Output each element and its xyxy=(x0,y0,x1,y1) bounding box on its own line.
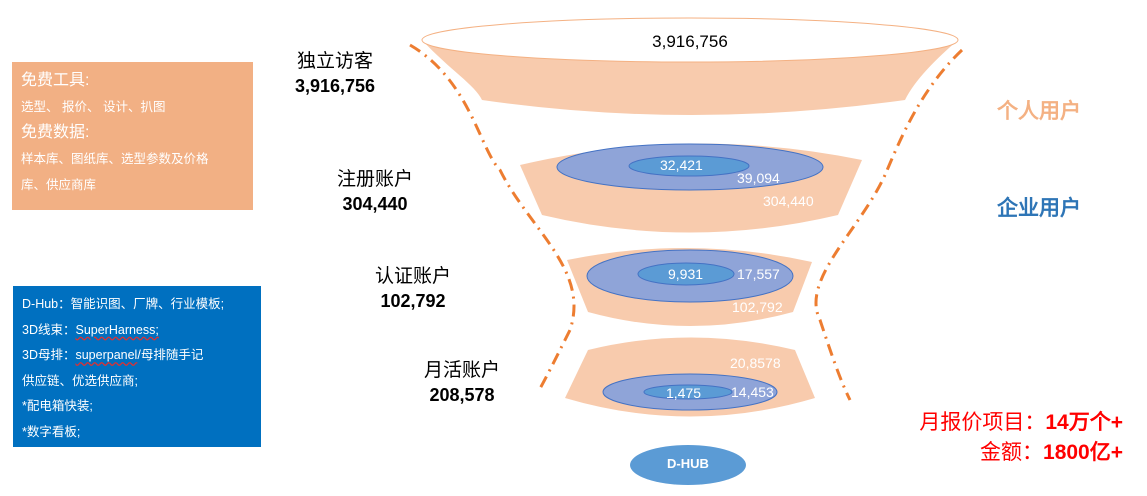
stage-3-core xyxy=(637,262,735,286)
left-dash-curve xyxy=(409,43,576,393)
superpanel-text: superpanel xyxy=(75,348,138,362)
stage-2-outer-value: 304,440 xyxy=(763,193,814,209)
stats-line-2: 金额：1800亿+ xyxy=(919,438,1123,468)
superharness-text: SuperHarness; xyxy=(75,322,159,337)
amount-label: 金额： xyxy=(980,441,1044,464)
free-tools-list: 选型、 报价、 设计、扒图 xyxy=(21,100,166,114)
stage-2-core-value: 32,421 xyxy=(660,157,703,173)
stage-3-value: 102,792 xyxy=(380,291,446,311)
stage-1-label: 独立访客 3,916,756 xyxy=(270,50,400,98)
free-resources-box: 免费工具: 选型、 报价、 设计、扒图 免费数据: 样本库、图纸库、选型参数及价… xyxy=(12,62,253,210)
stage-3-outer-value: 102,792 xyxy=(732,299,783,315)
ent-line-2-prefix: 3D线束： xyxy=(22,322,76,337)
stage-4-value: 208,578 xyxy=(429,385,495,405)
ent-line-3-suffix: /母排随手记 xyxy=(137,348,204,362)
stage-1-value: 3,916,756 xyxy=(294,76,376,96)
ent-line-3: 3D母排：superpanel/母排随手记 xyxy=(22,343,261,369)
ent-line-6: *数字看板; xyxy=(22,424,81,439)
stage-3-name: 认证账户 xyxy=(374,266,451,287)
stage-3-label: 认证账户 102,792 xyxy=(348,265,478,313)
stage-4-mid-value: 14,453 xyxy=(731,384,774,400)
stage-4-name: 月活账户 xyxy=(423,360,500,381)
stats-line-1: 月报价项目：14万个+ xyxy=(919,408,1123,438)
enterprise-users-label: 企业用户 xyxy=(997,197,1081,220)
stage-2-value: 304,440 xyxy=(342,194,408,214)
free-data-title: 免费数据: xyxy=(21,124,90,141)
amount-value: 1800亿+ xyxy=(1043,441,1123,464)
monthly-stats: 月报价项目：14万个+ 金额：1800亿+ xyxy=(919,408,1123,468)
d-hub-label: D-HUB xyxy=(667,456,709,471)
enterprise-tools-box: D-Hub：智能识图、厂牌、行业模板; 3D线束：SuperHarness; 3… xyxy=(13,286,261,447)
free-data-list-1: 样本库、图纸库、选型参数及价格 xyxy=(21,152,209,166)
ent-line-4: 供应链、优选供应商; xyxy=(22,373,138,388)
stage-4-core-value: 1,475 xyxy=(666,385,702,401)
stage-2-mid-value: 39,094 xyxy=(737,170,780,186)
stage-2-label: 注册账户 304,440 xyxy=(310,168,440,216)
stage-4-core xyxy=(643,384,733,400)
free-data-list-2: 库、供应商库 xyxy=(21,178,97,192)
stage-2-name: 注册账户 xyxy=(336,169,413,190)
d-hub-ellipse xyxy=(630,445,746,485)
funnel-stage-1-top xyxy=(421,17,959,63)
personal-users-label: 个人用户 xyxy=(997,100,1081,123)
ent-line-3-prefix: 3D母排： xyxy=(22,348,76,362)
stage-1-inner-value: 3,916,756 xyxy=(652,32,728,51)
right-dash-curve xyxy=(814,48,964,401)
stage-4-label: 月活账户 208,578 xyxy=(397,359,527,407)
stage-4-outer-value: 20,8578 xyxy=(730,355,781,371)
stage-2-core xyxy=(628,155,750,177)
quote-projects-value: 14万个+ xyxy=(1045,411,1123,434)
stage-1-name: 独立访客 xyxy=(296,51,373,72)
free-tools-title: 免费工具: xyxy=(21,72,90,89)
quote-projects-label: 月报价项目： xyxy=(919,411,1046,434)
stage-3-core-value: 9,931 xyxy=(668,266,704,282)
stage-3-mid-value: 17,557 xyxy=(737,266,780,282)
ent-line-2: 3D线束：SuperHarness; xyxy=(22,318,261,344)
ent-line-5: *配电箱快装; xyxy=(22,399,93,413)
ent-line-1: D-Hub：智能识图、厂牌、行业模板; xyxy=(22,297,225,311)
